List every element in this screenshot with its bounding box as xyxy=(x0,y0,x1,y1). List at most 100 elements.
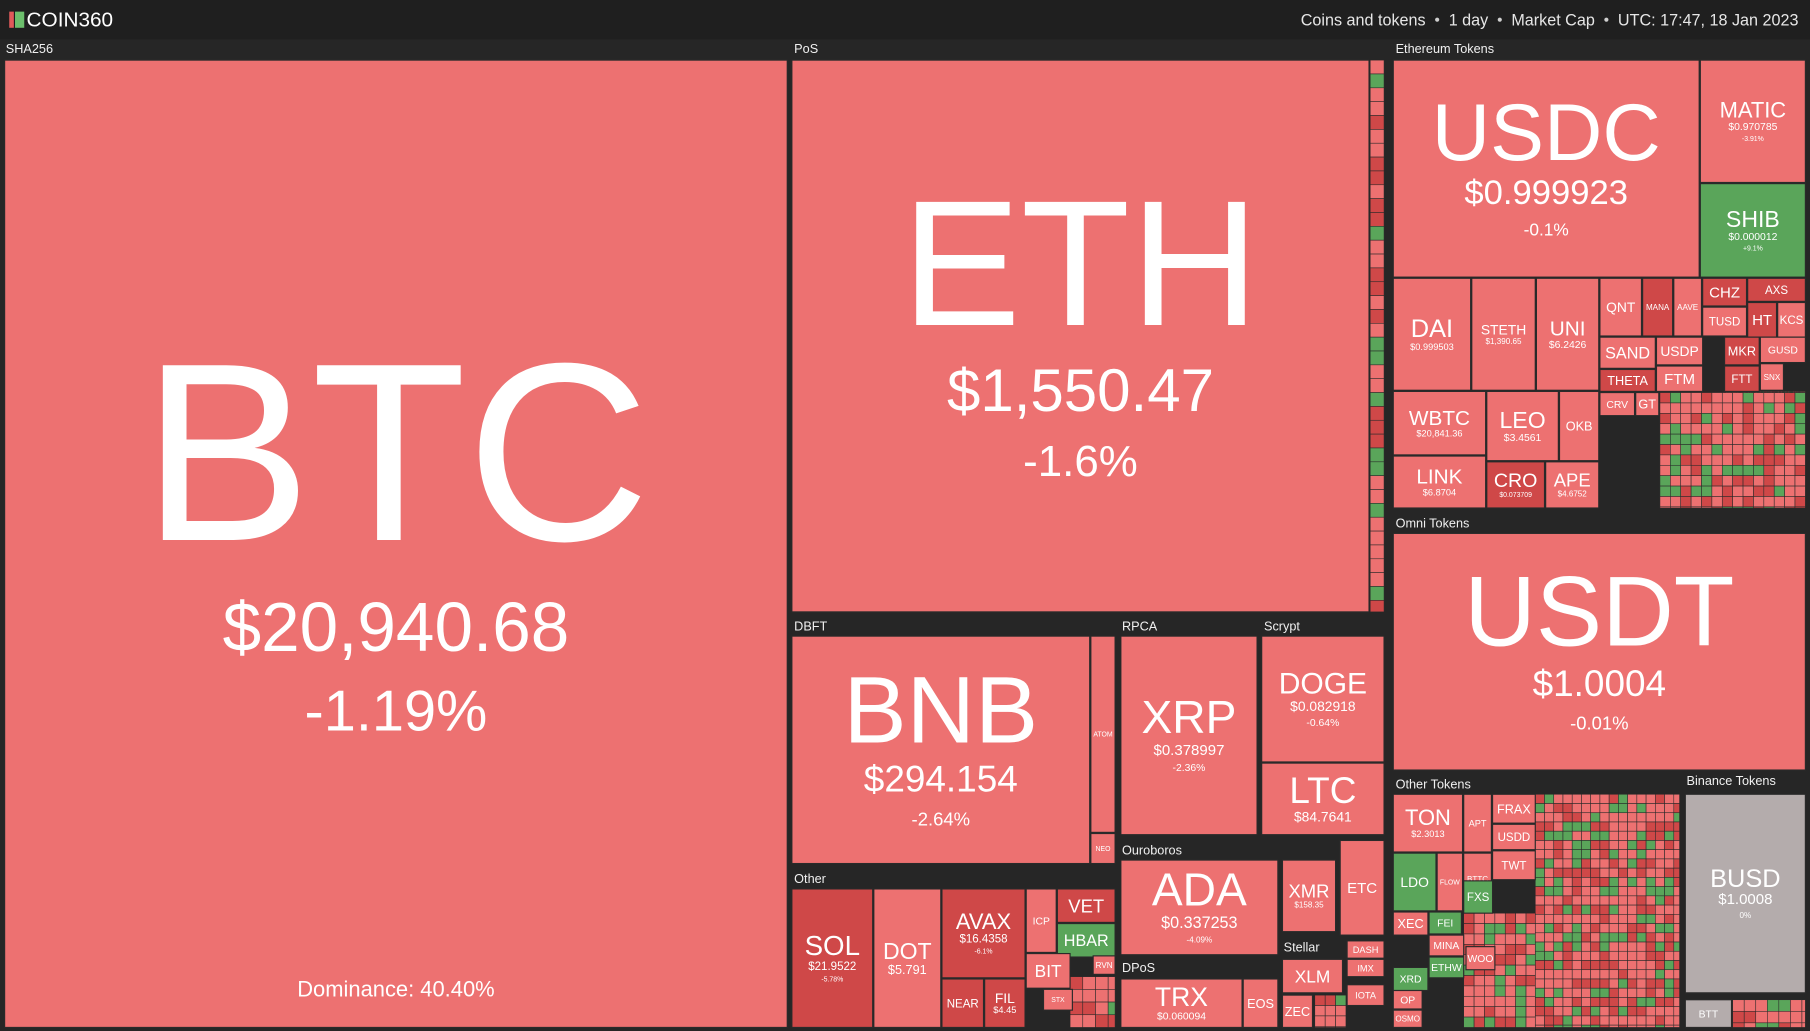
small-tile[interactable] xyxy=(1571,849,1582,860)
small-tile[interactable] xyxy=(1534,803,1545,814)
small-tile[interactable] xyxy=(1721,423,1733,435)
small-tile[interactable] xyxy=(1742,413,1754,425)
small-tile[interactable] xyxy=(1673,914,1680,924)
small-tile[interactable] xyxy=(1107,989,1116,1003)
small-tile[interactable] xyxy=(1562,830,1573,841)
small-tile[interactable] xyxy=(1534,904,1545,915)
small-tile[interactable] xyxy=(1599,867,1610,878)
small-tile[interactable] xyxy=(1636,923,1647,934)
small-tile[interactable] xyxy=(1732,392,1744,404)
header-item[interactable]: Coins and tokens xyxy=(1301,11,1426,29)
small-tile[interactable] xyxy=(1794,496,1806,508)
small-tile[interactable] xyxy=(1801,1022,1806,1028)
small-tile[interactable] xyxy=(1753,464,1765,476)
small-tile[interactable] xyxy=(1369,101,1385,116)
small-tile[interactable] xyxy=(1618,969,1628,980)
small-tile[interactable] xyxy=(1721,454,1733,466)
logo-text[interactable]: COIN360 xyxy=(27,9,114,32)
small-tile[interactable] xyxy=(1369,156,1385,172)
small-tile[interactable] xyxy=(1711,423,1723,435)
small-tile[interactable] xyxy=(1553,830,1564,841)
small-tile[interactable] xyxy=(1534,1024,1545,1028)
coin-tile[interactable] xyxy=(1724,336,1760,366)
small-tile[interactable] xyxy=(1655,849,1665,860)
small-tile[interactable] xyxy=(1571,793,1582,804)
small-tile[interactable] xyxy=(1645,877,1656,887)
small-tile[interactable] xyxy=(1515,912,1527,924)
small-tile[interactable] xyxy=(1794,392,1806,404)
small-tile[interactable] xyxy=(1544,950,1555,961)
small-tile[interactable] xyxy=(1742,392,1754,404)
small-tile[interactable] xyxy=(1627,895,1638,906)
small-tile[interactable] xyxy=(1504,944,1516,956)
small-tile[interactable] xyxy=(1571,803,1582,814)
small-tile[interactable] xyxy=(1701,444,1713,456)
small-tile[interactable] xyxy=(1721,485,1733,497)
small-tile[interactable] xyxy=(1627,803,1638,814)
small-tile[interactable] xyxy=(1484,1006,1496,1018)
small-tile[interactable] xyxy=(1701,475,1713,487)
small-tile[interactable] xyxy=(1732,1010,1745,1024)
small-tile[interactable] xyxy=(1636,895,1647,906)
small-tile[interactable] xyxy=(1763,485,1775,497)
small-tile[interactable] xyxy=(1369,226,1385,241)
small-tile[interactable] xyxy=(1525,975,1536,987)
small-tile[interactable] xyxy=(1732,454,1744,466)
small-tile[interactable] xyxy=(1590,941,1601,952)
small-tile[interactable] xyxy=(1369,184,1385,199)
small-tile[interactable] xyxy=(1673,997,1680,1007)
small-tile[interactable] xyxy=(1645,1006,1656,1017)
small-tile[interactable] xyxy=(1590,1006,1601,1017)
small-tile[interactable] xyxy=(1627,950,1638,961)
small-tile[interactable] xyxy=(1369,323,1385,338)
small-tile[interactable] xyxy=(1773,433,1785,445)
small-tile[interactable] xyxy=(1645,923,1656,934)
small-tile[interactable] xyxy=(1664,858,1675,869)
small-tile[interactable] xyxy=(1645,960,1656,971)
coin-tile[interactable] xyxy=(1486,390,1559,462)
coin-tile[interactable] xyxy=(941,888,1026,979)
small-tile[interactable] xyxy=(1670,402,1682,414)
small-tile[interactable] xyxy=(1773,506,1785,509)
small-tile[interactable] xyxy=(1553,821,1564,832)
small-tile[interactable] xyxy=(1544,960,1555,971)
coin-tile[interactable] xyxy=(1120,978,1243,1029)
small-tile[interactable] xyxy=(1673,1024,1680,1028)
small-tile[interactable] xyxy=(1534,812,1545,823)
small-tile[interactable] xyxy=(1473,933,1485,945)
small-tile[interactable] xyxy=(1618,941,1628,952)
small-tile[interactable] xyxy=(1690,485,1702,497)
small-tile[interactable] xyxy=(1534,987,1545,998)
header-item[interactable]: Market Cap xyxy=(1511,11,1595,29)
small-tile[interactable] xyxy=(1504,964,1516,976)
small-tile[interactable] xyxy=(1571,830,1582,841)
small-tile[interactable] xyxy=(1618,932,1628,943)
small-tile[interactable] xyxy=(1534,840,1545,850)
small-tile[interactable] xyxy=(1534,914,1545,924)
small-tile[interactable] xyxy=(1581,941,1591,952)
small-tile[interactable] xyxy=(1742,506,1754,509)
small-tile[interactable] xyxy=(1494,912,1506,924)
small-tile[interactable] xyxy=(1664,1006,1675,1017)
small-tile[interactable] xyxy=(1581,1024,1591,1028)
small-tile[interactable] xyxy=(1721,464,1733,476)
small-tile[interactable] xyxy=(1763,475,1775,487)
small-tile[interactable] xyxy=(1645,969,1656,980)
small-tile[interactable] xyxy=(1636,932,1647,943)
small-tile[interactable] xyxy=(1659,506,1671,509)
small-tile[interactable] xyxy=(1095,1001,1109,1016)
small-tile[interactable] xyxy=(1618,1015,1628,1026)
small-tile[interactable] xyxy=(1553,803,1564,814)
coin-tile[interactable] xyxy=(1261,635,1385,763)
small-tile[interactable] xyxy=(1581,1006,1591,1017)
small-tile[interactable] xyxy=(1627,932,1638,943)
small-tile[interactable] xyxy=(1618,904,1628,915)
small-tile[interactable] xyxy=(1664,812,1675,823)
small-tile[interactable] xyxy=(1645,1024,1656,1028)
small-tile[interactable] xyxy=(1581,997,1591,1007)
small-tile[interactable] xyxy=(1773,392,1785,404)
small-tile[interactable] xyxy=(1701,433,1713,445)
small-tile[interactable] xyxy=(1553,867,1564,878)
coin-tile[interactable] xyxy=(1463,880,1494,914)
small-tile[interactable] xyxy=(1673,830,1680,841)
